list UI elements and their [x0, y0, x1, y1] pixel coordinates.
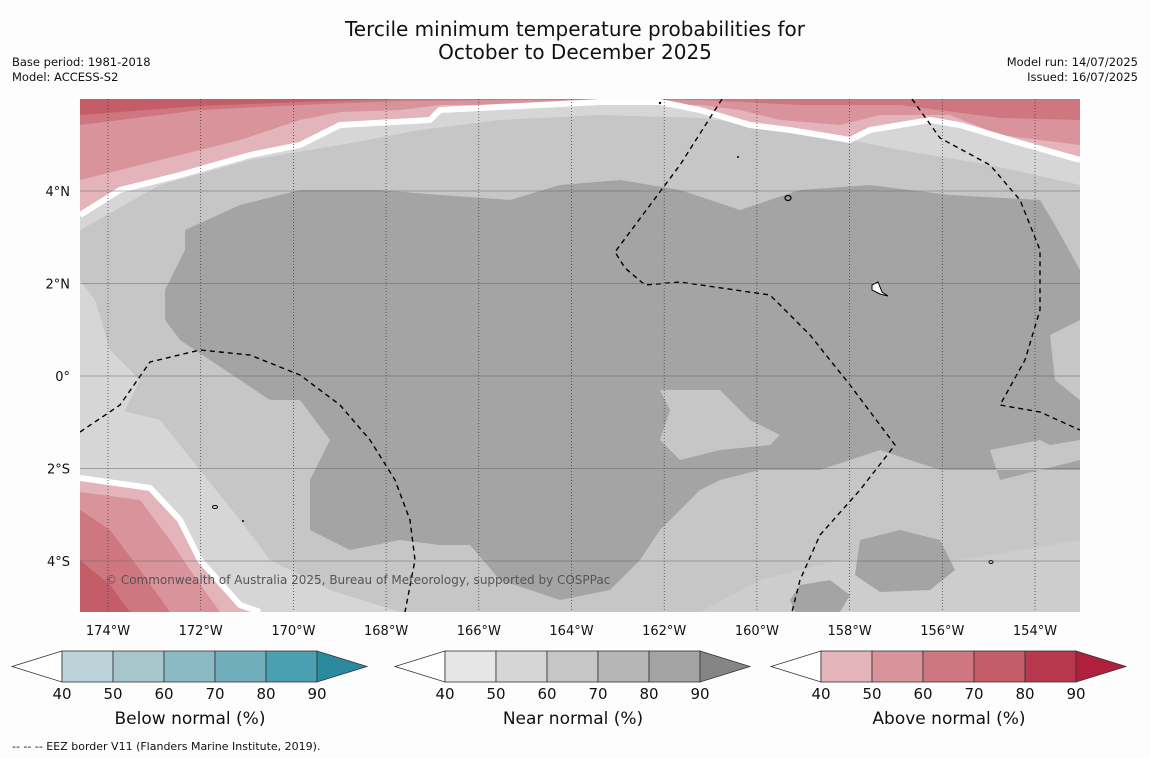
lon-label: 162°W — [642, 624, 686, 639]
lon-label: 160°W — [735, 624, 779, 639]
colorbar-below: 40 50 60 70 80 90 — [10, 650, 369, 703]
title-line-1: Tercile minimum temperature probabilitie… — [344, 17, 806, 41]
model-run: Model run: 14/07/2025 — [1006, 55, 1138, 69]
title-line-2: October to December 2025 — [438, 40, 712, 64]
colorbar-tick-label: 60 — [913, 685, 932, 703]
map-title: Tercile minimum temperature probabilitie… — [0, 18, 1150, 64]
colorbar-tick-label: 70 — [205, 685, 224, 703]
island-atoll — [871, 281, 889, 297]
colorbar-segment — [820, 650, 873, 683]
colorbar-near: 40 50 60 70 80 90 — [393, 650, 752, 703]
meta-right: Model run: 14/07/2025 Issued: 16/07/2025 — [1007, 55, 1138, 85]
colorbar-segment — [871, 650, 924, 683]
colorbar-tick-label: 70 — [588, 685, 607, 703]
issued-date: Issued: 16/07/2025 — [1027, 70, 1138, 84]
lon-label: 174°W — [86, 624, 130, 639]
lat-label: 0° — [55, 370, 70, 385]
colorbar-tick-label: 90 — [690, 685, 709, 703]
meta-left: Base period: 1981-2018 Model: ACCESS-S2 — [12, 55, 151, 85]
lon-label: 168°W — [364, 624, 408, 639]
colorbar-above: 40 50 60 70 80 90 — [769, 650, 1128, 703]
eez-footnote: -- -- -- EEZ border V11 (Flanders Marine… — [12, 740, 321, 753]
lat-label: 4°S — [47, 555, 70, 570]
island-3 — [242, 520, 244, 522]
colorbar-segment — [648, 650, 701, 683]
base-period: Base period: 1981-2018 — [12, 55, 151, 69]
graticule — [80, 99, 1080, 612]
lat-label: 2°N — [46, 278, 71, 293]
colorbar-tick-label: 90 — [307, 685, 326, 703]
colorbar-tick-label: 80 — [1015, 685, 1034, 703]
near-60-70-hole — [660, 390, 780, 460]
colorbar-tick-label: 50 — [103, 685, 122, 703]
white-contour-north — [80, 99, 1080, 218]
eez-border-east — [911, 99, 1080, 431]
copyright-text: © Commonwealth of Australia 2025, Bureau… — [105, 573, 610, 587]
island-4 — [988, 560, 994, 564]
colorbar-tick-label: 80 — [256, 685, 275, 703]
colorbar-segment — [265, 650, 318, 683]
above-70-80-southwest — [80, 560, 130, 612]
colorbar-tick-label: 40 — [811, 685, 830, 703]
colorbar-title-above: Above normal (%) — [872, 709, 1026, 729]
colorbar-segment — [112, 650, 165, 683]
map-fills — [80, 99, 1080, 612]
colorbar-tick-label: 90 — [1066, 685, 1085, 703]
colorbar-segment — [163, 650, 216, 683]
island-1 — [784, 194, 792, 202]
colorbar-segment — [495, 650, 548, 683]
white-contour-southwest — [80, 475, 261, 612]
colorbar-segment — [214, 650, 267, 683]
colorbar-tick-label: 40 — [52, 685, 71, 703]
lon-label: 172°W — [179, 624, 223, 639]
colorbar-extend-high — [1075, 650, 1128, 683]
model-name: Model: ACCESS-S2 — [12, 70, 119, 84]
colorbar-extend-high — [699, 650, 752, 683]
lat-label: 4°N — [46, 185, 71, 200]
colorbar-segment — [546, 650, 599, 683]
eez-border-west — [80, 349, 416, 612]
colorbar-title-below: Below normal (%) — [114, 709, 266, 729]
colorbar-tick-label: 40 — [435, 685, 454, 703]
axis-labels: 174°W 172°W 170°W 168°W 166°W 164°W 162°W 160°W… — [46, 185, 1058, 639]
island-6 — [737, 156, 739, 158]
colorbar-segment — [597, 650, 650, 683]
above-70-80-north — [80, 99, 400, 115]
colorbar-extend-high — [316, 650, 369, 683]
near-80-90-blob-south-2 — [790, 580, 850, 612]
colorbar-segment — [61, 650, 114, 683]
colorbar-segment — [444, 650, 497, 683]
colorbars: 40 50 60 70 80 90 40 50 60 70 80 90 40 50 60 70 80 90 — [10, 650, 1128, 703]
eez-border-central — [614, 99, 896, 612]
colorbar-tick-label: 80 — [639, 685, 658, 703]
lon-label: 156°W — [920, 624, 964, 639]
lon-label: 154°W — [1013, 624, 1057, 639]
colorbar-segment — [973, 650, 1026, 683]
above-50-60-north — [80, 99, 1080, 180]
island-2 — [212, 505, 218, 509]
near-80-90-region — [165, 180, 1080, 600]
colorbar-tick-label: 70 — [964, 685, 983, 703]
lon-label: 170°W — [271, 624, 315, 639]
colorbar-tick-label: 60 — [537, 685, 556, 703]
lon-label: 158°W — [828, 624, 872, 639]
colorbar-tick-label: 50 — [486, 685, 505, 703]
colorbar-extend-low — [10, 650, 63, 683]
lat-label: 2°S — [47, 463, 70, 478]
lon-label: 164°W — [549, 624, 593, 639]
island-5 — [658, 101, 662, 105]
colorbar-segment — [1024, 650, 1077, 683]
colorbar-extend-low — [769, 650, 822, 683]
colorbar-segment — [922, 650, 975, 683]
colorbar-tick-label: 50 — [862, 685, 881, 703]
lon-label: 166°W — [457, 624, 501, 639]
colorbar-title-near: Near normal (%) — [502, 709, 644, 729]
colorbar-tick-label: 60 — [154, 685, 173, 703]
colorbar-extend-low — [393, 650, 446, 683]
